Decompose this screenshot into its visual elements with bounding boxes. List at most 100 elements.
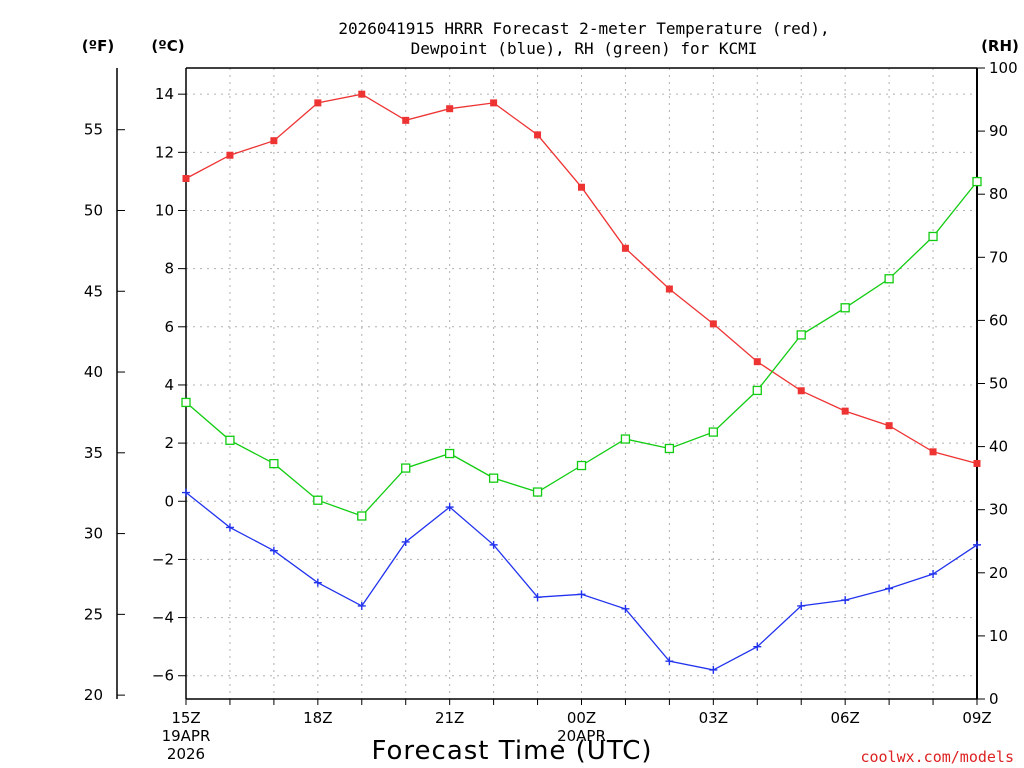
rh-tick-label: 80 [989,185,1008,203]
rh-point [840,303,850,313]
dewpoint-point [533,593,542,602]
temperature-point [709,320,717,328]
rh-tick-label: 90 [989,122,1008,140]
fahrenheit-tick-label: 40 [84,363,103,381]
temperature-point [621,244,629,252]
rh-tick-label: 50 [989,375,1008,393]
celsius-tick-label: 14 [155,85,174,103]
rh-tick-label: 60 [989,311,1008,329]
temperature-point [841,407,849,415]
dewpoint-point [885,584,894,593]
fahrenheit-tick-label: 25 [84,605,103,623]
rh-tick-label: 30 [989,501,1008,519]
dewpoint-point [489,540,498,549]
fahrenheit-tick-label: 20 [84,686,103,704]
temperature-point [226,151,234,159]
axes: −6 −4 −2 0 2 4 6 8 10 12 14 20 25 30 35 40 45 50 55 0 10 20 30… [84,59,1018,763]
x-tick-label: 00Z [567,709,596,727]
rh-tick-label: 40 [989,438,1008,456]
temperature-point [665,285,673,293]
dewpoint-point [621,604,630,613]
temperature-point [446,105,454,113]
rh-point [972,176,982,187]
rh-point [708,427,718,437]
fahrenheit-tick-label: 35 [84,444,103,462]
temperature-point [578,183,585,191]
rh-tick-label: 70 [989,248,1008,266]
celsius-tick-label: 12 [155,143,174,161]
x-tick-label: 06Z [830,709,859,727]
rh-point [796,330,806,340]
fahrenheit-tick-label: 45 [84,282,103,300]
x-tick-label: 21Z [435,709,464,727]
temperature-point [534,131,542,139]
temperature-point [314,99,322,107]
dewpoint-point [665,657,674,666]
temperature-point [402,116,410,124]
marker-layer [181,90,982,674]
rh-point [401,463,411,473]
rh-point [664,443,675,454]
temperature-point [797,387,805,395]
dewpoint-point [225,523,234,532]
rh-point [620,434,631,444]
x-tick-label: 09Z [962,709,991,727]
x-tick-label: 03Z [699,709,728,727]
temperature-point [753,358,761,366]
chart-title-line1: 2026041915 HRRR Forecast 2-meter Tempera… [338,19,829,38]
celsius-tick-label: 4 [164,376,174,394]
x-axis-title: Forecast Time (UTC) [371,736,652,766]
dewpoint-point [269,546,278,555]
celsius-tick-label: 0 [164,492,174,510]
x-tick-year-label: 2026 [167,745,205,763]
dewpoint-point [753,642,762,651]
temperature-point [973,459,981,467]
x-tick-date-label: 20APR [557,727,606,745]
rh-unit-label: (RH) [981,37,1019,55]
x-tick-date-label: 19APR [162,727,211,745]
dewpoint-point [401,537,410,546]
rh-point [576,460,587,471]
dewpoint-point [929,569,938,578]
rh-point [445,448,455,459]
rh-point [488,473,499,483]
rh-point [181,397,191,408]
fahrenheit-unit-label: (ºF) [82,37,114,55]
celsius-tick-label: 8 [164,260,174,278]
celsius-tick-label: 10 [155,201,174,219]
rh-tick-label: 20 [989,564,1008,582]
grid [186,68,977,699]
rh-point [532,487,543,497]
dewpoint-point [445,503,454,512]
celsius-tick-label: 6 [164,318,174,336]
fahrenheit-tick-label: 30 [84,525,103,543]
celsius-tick-label: −6 [152,667,174,685]
dewpoint-point [841,596,850,605]
celsius-unit-label: (ºC) [151,37,184,55]
dewpoint-point [577,590,586,599]
temperature-point [182,174,190,182]
celsius-tick-label: −2 [152,550,174,568]
dewpoint-point [357,601,366,610]
rh-point [884,274,894,284]
rh-point [225,435,235,445]
rh-point [269,458,279,469]
dewpoint-point [709,665,718,674]
rh-point [313,495,323,505]
rh-point [752,385,762,396]
dewpoint-point [313,578,322,587]
rh-tick-label: 0 [989,690,999,708]
fahrenheit-tick-label: 50 [84,201,103,219]
temperature-point [885,422,893,430]
x-tick-label: 15Z [171,709,200,727]
temperature-point [270,137,278,145]
fahrenheit-tick-label: 55 [84,121,103,139]
dewpoint-point [797,601,806,610]
celsius-tick-label: −4 [152,609,174,627]
temperature-point [358,90,366,98]
rh-point [357,511,367,521]
chart-title-line2: Dewpoint (blue), RH (green) for KCMI [411,39,758,58]
temperature-point [490,99,498,107]
rh-point [928,231,938,242]
